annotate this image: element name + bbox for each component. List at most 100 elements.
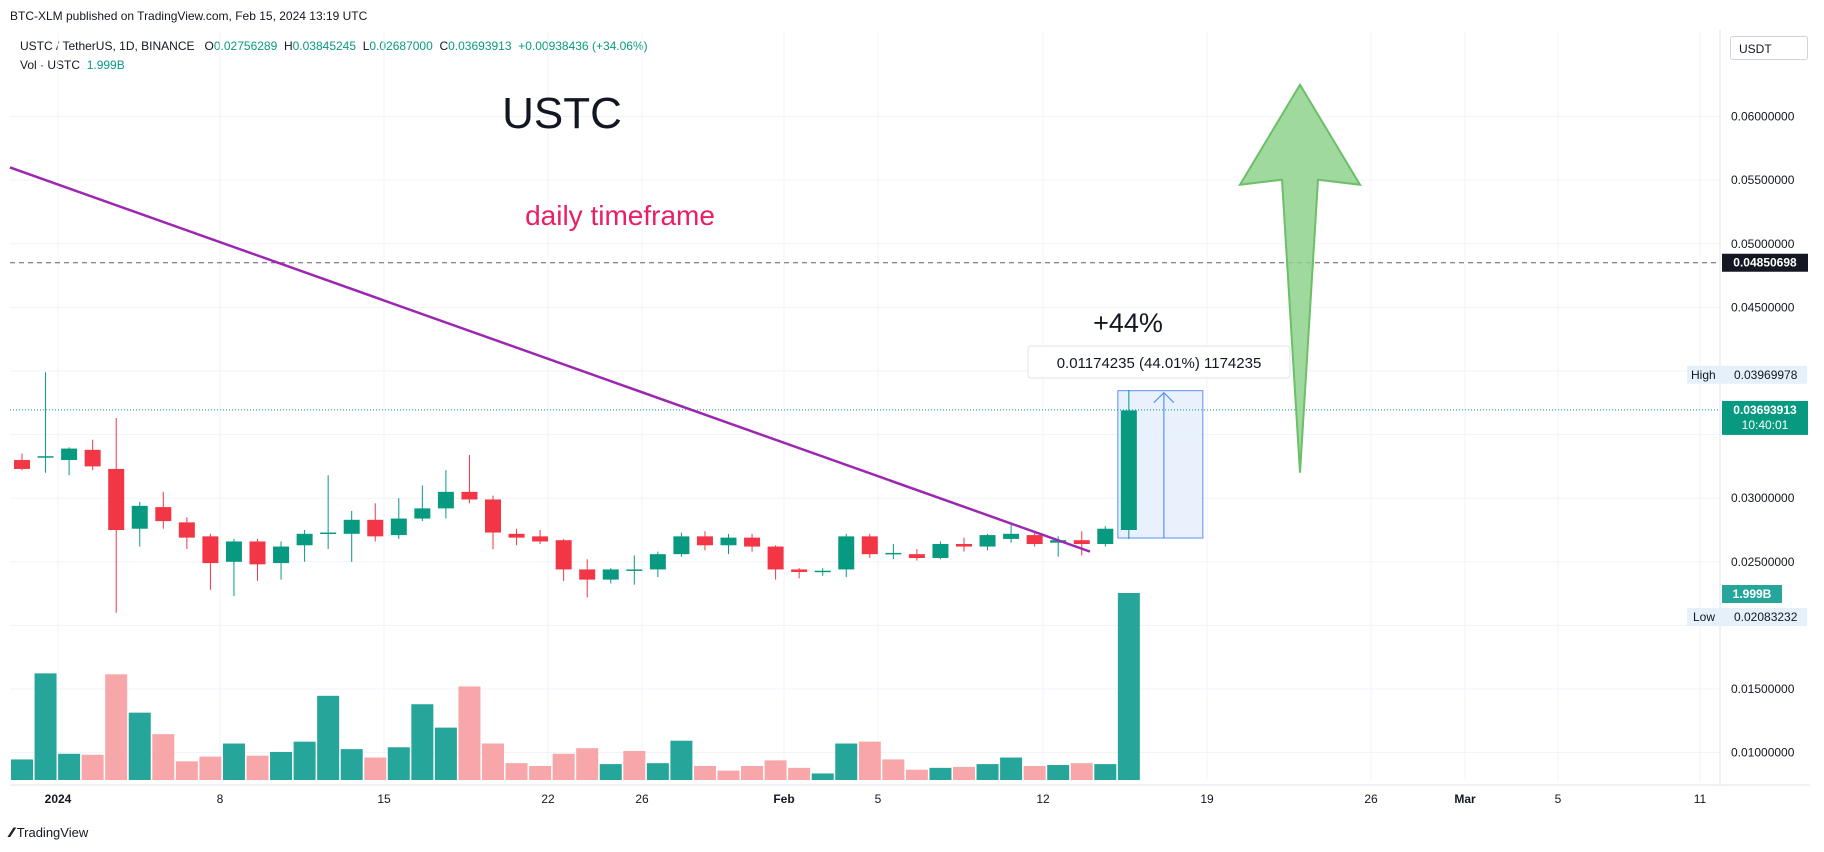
- annotation-subtitle: daily timeframe: [525, 200, 715, 231]
- close-value: 0.03693913: [448, 39, 512, 53]
- volume-bar: [1094, 764, 1117, 780]
- candle-body[interactable]: [1073, 540, 1090, 544]
- candle-body[interactable]: [131, 505, 148, 529]
- volume-bar: [882, 759, 905, 780]
- volume-bar: [34, 673, 57, 780]
- candle-body[interactable]: [320, 532, 337, 535]
- candle-body[interactable]: [1120, 410, 1137, 530]
- candle-body[interactable]: [885, 552, 902, 555]
- volume-bar: [411, 704, 434, 780]
- candle-body[interactable]: [178, 522, 195, 538]
- candle-body[interactable]: [649, 554, 666, 570]
- candle-body[interactable]: [225, 541, 242, 562]
- volume-bar: [529, 765, 552, 780]
- x-tick-label: 2024: [45, 792, 72, 806]
- candle-body[interactable]: [485, 499, 501, 533]
- candle-body[interactable]: [155, 507, 172, 522]
- volume-bar: [1023, 765, 1046, 780]
- candle-body[interactable]: [532, 536, 549, 542]
- symbol-title[interactable]: USTC / TetherUS, 1D, BINANCE: [20, 39, 195, 53]
- candle-body[interactable]: [14, 460, 30, 469]
- target-arrow-icon[interactable]: [1238, 82, 1362, 473]
- volume-value: 1.999B: [86, 58, 125, 72]
- candle-body[interactable]: [273, 546, 290, 564]
- open-label: O: [204, 39, 214, 53]
- volume-bar: [246, 755, 269, 780]
- annotation-gain: +44%: [1093, 308, 1163, 338]
- volume-bar: [340, 749, 363, 780]
- high-tag-bg: [1687, 365, 1807, 384]
- y-tick-label: 0.02500000: [1731, 555, 1795, 569]
- candle-body[interactable]: [61, 448, 78, 461]
- y-tick-label: 0.05500000: [1731, 173, 1795, 187]
- candle-body[interactable]: [720, 537, 737, 546]
- candle-body[interactable]: [84, 449, 101, 467]
- candle-body[interactable]: [343, 519, 360, 534]
- candle-body[interactable]: [249, 541, 266, 565]
- candle-body[interactable]: [908, 554, 925, 558]
- change-value: +0.00938436 (+34.06%): [518, 39, 648, 53]
- candle-body[interactable]: [744, 537, 761, 547]
- candle-body[interactable]: [814, 570, 831, 573]
- volume-bar: [835, 743, 858, 780]
- candle-body[interactable]: [461, 491, 478, 500]
- volume-bar: [1070, 763, 1093, 780]
- low-value: 0.02687000: [369, 39, 433, 53]
- candle-body[interactable]: [1026, 535, 1043, 544]
- volume-label: Vol · USTC: [20, 58, 81, 72]
- candle-body[interactable]: [696, 536, 713, 546]
- candle-body[interactable]: [555, 540, 572, 570]
- x-tick-label: 26: [1364, 792, 1378, 806]
- candle-body[interactable]: [626, 569, 643, 571]
- x-tick-label: 11: [1694, 792, 1707, 806]
- candle-body[interactable]: [673, 536, 690, 555]
- low-value: 0.02083232: [1734, 610, 1798, 624]
- tradingview-logo-text: TradingView: [16, 824, 89, 840]
- currency-selector[interactable]: USDT: [1730, 36, 1808, 60]
- high-value: 0.03845245: [292, 39, 357, 53]
- candle-body[interactable]: [1003, 533, 1020, 539]
- candle-body[interactable]: [437, 491, 454, 509]
- candle-body[interactable]: [508, 533, 525, 538]
- candle-body[interactable]: [979, 535, 996, 547]
- volume-bar: [152, 734, 175, 780]
- volume-bar: [434, 727, 457, 780]
- candle-body[interactable]: [37, 456, 54, 458]
- y-tick-label: 0.06000000: [1731, 110, 1795, 124]
- level-price-tag: 0.04850698: [1733, 256, 1797, 270]
- volume-bar: [693, 765, 716, 780]
- high-label: H: [283, 39, 293, 53]
- high-value: 0.03969978: [1734, 368, 1798, 382]
- current-price-tag: 0.03693913: [1733, 403, 1797, 417]
- volume-bar: [576, 748, 599, 780]
- candle-body[interactable]: [579, 569, 596, 580]
- volume-bar: [199, 756, 222, 780]
- annotation-title: USTC: [502, 89, 622, 138]
- candle-body[interactable]: [791, 569, 808, 572]
- candle-body[interactable]: [390, 518, 407, 536]
- candle-body[interactable]: [602, 569, 619, 580]
- candle-body[interactable]: [414, 508, 431, 519]
- measure-label: 0.01174235 (44.01%) 1174235: [1057, 355, 1262, 372]
- candle-body[interactable]: [932, 543, 949, 558]
- candle-body[interactable]: [1097, 528, 1114, 544]
- volume-bar: [953, 766, 975, 780]
- candle-body[interactable]: [861, 536, 878, 555]
- candle-body[interactable]: [108, 468, 125, 530]
- candle-body[interactable]: [367, 519, 384, 537]
- candle-body[interactable]: [296, 533, 313, 546]
- volume-bar: [764, 760, 787, 780]
- x-tick-label: 26: [635, 792, 649, 806]
- y-tick-label: 0.03000000: [1731, 491, 1795, 505]
- candle-body[interactable]: [956, 543, 972, 547]
- current-price-tag-bg: [1722, 400, 1808, 435]
- trendline[interactable]: [9, 166, 1091, 553]
- x-tick-label: 5: [875, 792, 882, 806]
- candle-body[interactable]: [202, 536, 219, 564]
- volume-bar: [81, 754, 104, 780]
- candle-body[interactable]: [767, 546, 784, 570]
- candle-body[interactable]: [838, 536, 855, 570]
- volume-bar: [976, 764, 999, 780]
- volume-bar: [741, 765, 764, 780]
